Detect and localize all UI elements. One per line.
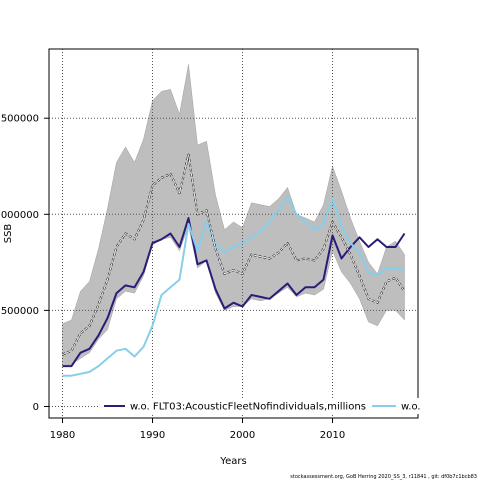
confidence-band — [62, 64, 405, 367]
series-line — [62, 154, 405, 356]
x-axis-title: Years — [219, 456, 246, 467]
x-tick-label: 1980 — [50, 430, 75, 441]
y-axis-title: SSB — [3, 224, 14, 244]
x-tick-label: 2010 — [320, 430, 345, 441]
y-tick-label: 0 — [33, 402, 39, 413]
y-tick-label: 500000 — [1, 306, 39, 317]
legend-background — [100, 398, 478, 414]
x-axis: 1980 1990 2000 2010 — [50, 418, 345, 441]
y-tick-label: 1500000 — [0, 114, 39, 125]
legend: w.o. FLT03:AcousticFleetNofindividuals,m… — [100, 398, 478, 414]
x-tick-label: 1990 — [140, 430, 165, 441]
credit-text: stockassessment.org, GoB Herring 2020_SS… — [290, 474, 477, 480]
y-tick-label: 1000000 — [0, 210, 39, 221]
plot-frame — [48, 48, 419, 419]
confidence-band-layer — [62, 64, 405, 367]
y-axis: 0 500000 1000000 1500000 — [0, 114, 49, 413]
series-line — [62, 217, 406, 368]
series-line — [62, 196, 405, 377]
series-layer — [62, 153, 406, 377]
legend-label: w.o. FLT03:AcousticFleetNofindividuals,m… — [130, 402, 366, 413]
x-tick-label: 2000 — [230, 430, 255, 441]
legend-label: w.o. — [401, 402, 421, 413]
